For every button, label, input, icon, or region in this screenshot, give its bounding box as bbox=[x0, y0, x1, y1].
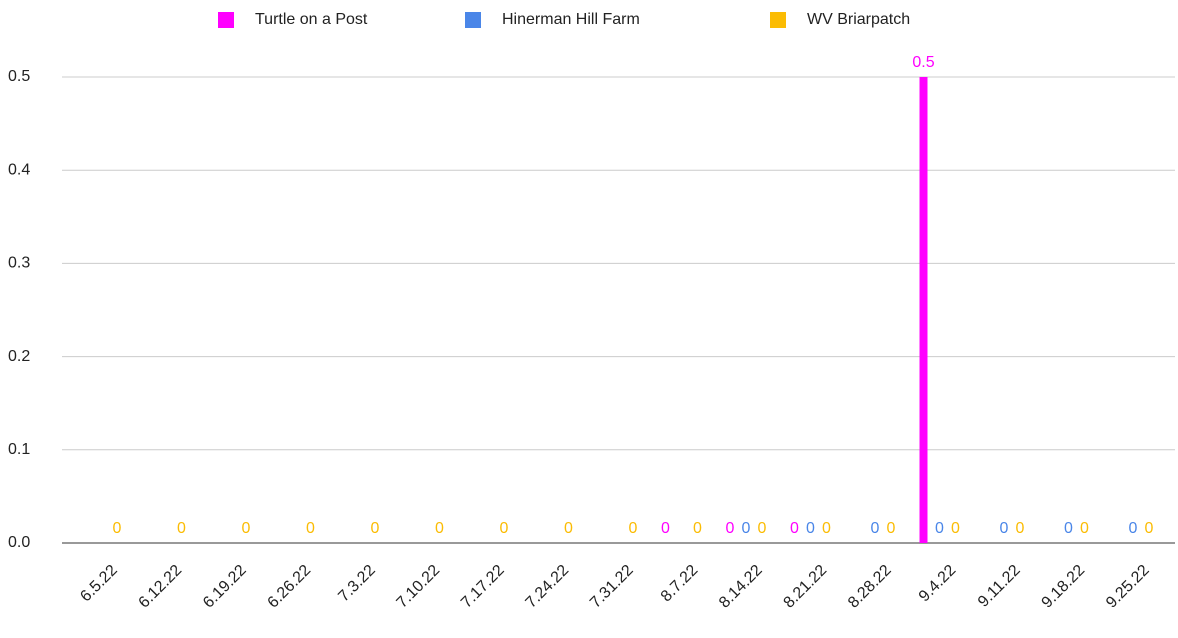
data-label: 0 bbox=[242, 520, 251, 537]
y-tick-label: 0.1 bbox=[8, 441, 30, 458]
x-tick-label: 6.5.22 bbox=[77, 562, 121, 606]
data-label: 0 bbox=[693, 520, 702, 537]
data-label: 0 bbox=[822, 520, 831, 537]
data-label: 0 bbox=[371, 520, 380, 537]
data-label: 0 bbox=[306, 520, 315, 537]
data-label: 0 bbox=[758, 520, 767, 537]
data-label: 0 bbox=[500, 520, 509, 537]
x-tick-label: 7.10.22 bbox=[394, 562, 444, 612]
legend-swatch bbox=[770, 12, 786, 28]
data-label: 0 bbox=[1080, 520, 1089, 537]
data-label: 0 bbox=[1129, 520, 1138, 537]
x-tick-label: 7.31.22 bbox=[587, 562, 637, 612]
x-tick-label: 7.17.22 bbox=[458, 562, 508, 612]
legend-swatch bbox=[465, 12, 481, 28]
data-label: 0 bbox=[564, 520, 573, 537]
y-tick-label: 0.4 bbox=[8, 161, 30, 178]
x-tick-label: 8.7.22 bbox=[658, 562, 702, 606]
data-label: 0 bbox=[790, 520, 799, 537]
x-tick-label: 9.4.22 bbox=[916, 562, 960, 606]
data-label: 0.5 bbox=[912, 54, 934, 71]
data-label: 0 bbox=[629, 520, 638, 537]
data-label: 0 bbox=[1145, 520, 1154, 537]
x-tick-label: 9.11.22 bbox=[975, 562, 1024, 611]
legend-swatch bbox=[218, 12, 234, 28]
data-label: 0 bbox=[1064, 520, 1073, 537]
data-label: 0 bbox=[742, 520, 751, 537]
x-tick-label: 9.25.22 bbox=[1103, 562, 1153, 612]
x-tick-label: 9.18.22 bbox=[1039, 562, 1089, 612]
data-label: 0 bbox=[177, 520, 186, 537]
data-label: 0 bbox=[871, 520, 880, 537]
x-tick-label: 6.12.22 bbox=[136, 562, 186, 612]
data-label: 0 bbox=[806, 520, 815, 537]
bar bbox=[919, 77, 928, 543]
data-label: 0 bbox=[887, 520, 896, 537]
data-label: 0 bbox=[435, 520, 444, 537]
y-tick-label: 0.3 bbox=[8, 255, 30, 272]
data-label: 0 bbox=[951, 520, 960, 537]
data-label: 0 bbox=[935, 520, 944, 537]
data-label: 0 bbox=[726, 520, 735, 537]
legend-label: WV Briarpatch bbox=[807, 11, 910, 28]
x-tick-label: 8.28.22 bbox=[845, 562, 895, 612]
data-label: 0 bbox=[1000, 520, 1009, 537]
x-tick-label: 8.14.22 bbox=[716, 562, 766, 612]
legend-label: Hinerman Hill Farm bbox=[502, 11, 640, 28]
y-tick-label: 0.2 bbox=[8, 348, 30, 365]
data-label: 0 bbox=[1016, 520, 1025, 537]
data-label: 0 bbox=[661, 520, 670, 537]
x-tick-label: 6.19.22 bbox=[200, 562, 250, 612]
x-tick-label: 7.3.22 bbox=[335, 562, 379, 606]
data-label: 0 bbox=[113, 520, 122, 537]
y-tick-label: 0.0 bbox=[8, 534, 30, 551]
x-tick-label: 8.21.22 bbox=[781, 562, 831, 612]
x-tick-label: 7.24.22 bbox=[523, 562, 573, 612]
legend-label: Turtle on a Post bbox=[255, 11, 368, 28]
y-tick-label: 0.5 bbox=[8, 68, 30, 85]
x-tick-label: 6.26.22 bbox=[265, 562, 315, 612]
